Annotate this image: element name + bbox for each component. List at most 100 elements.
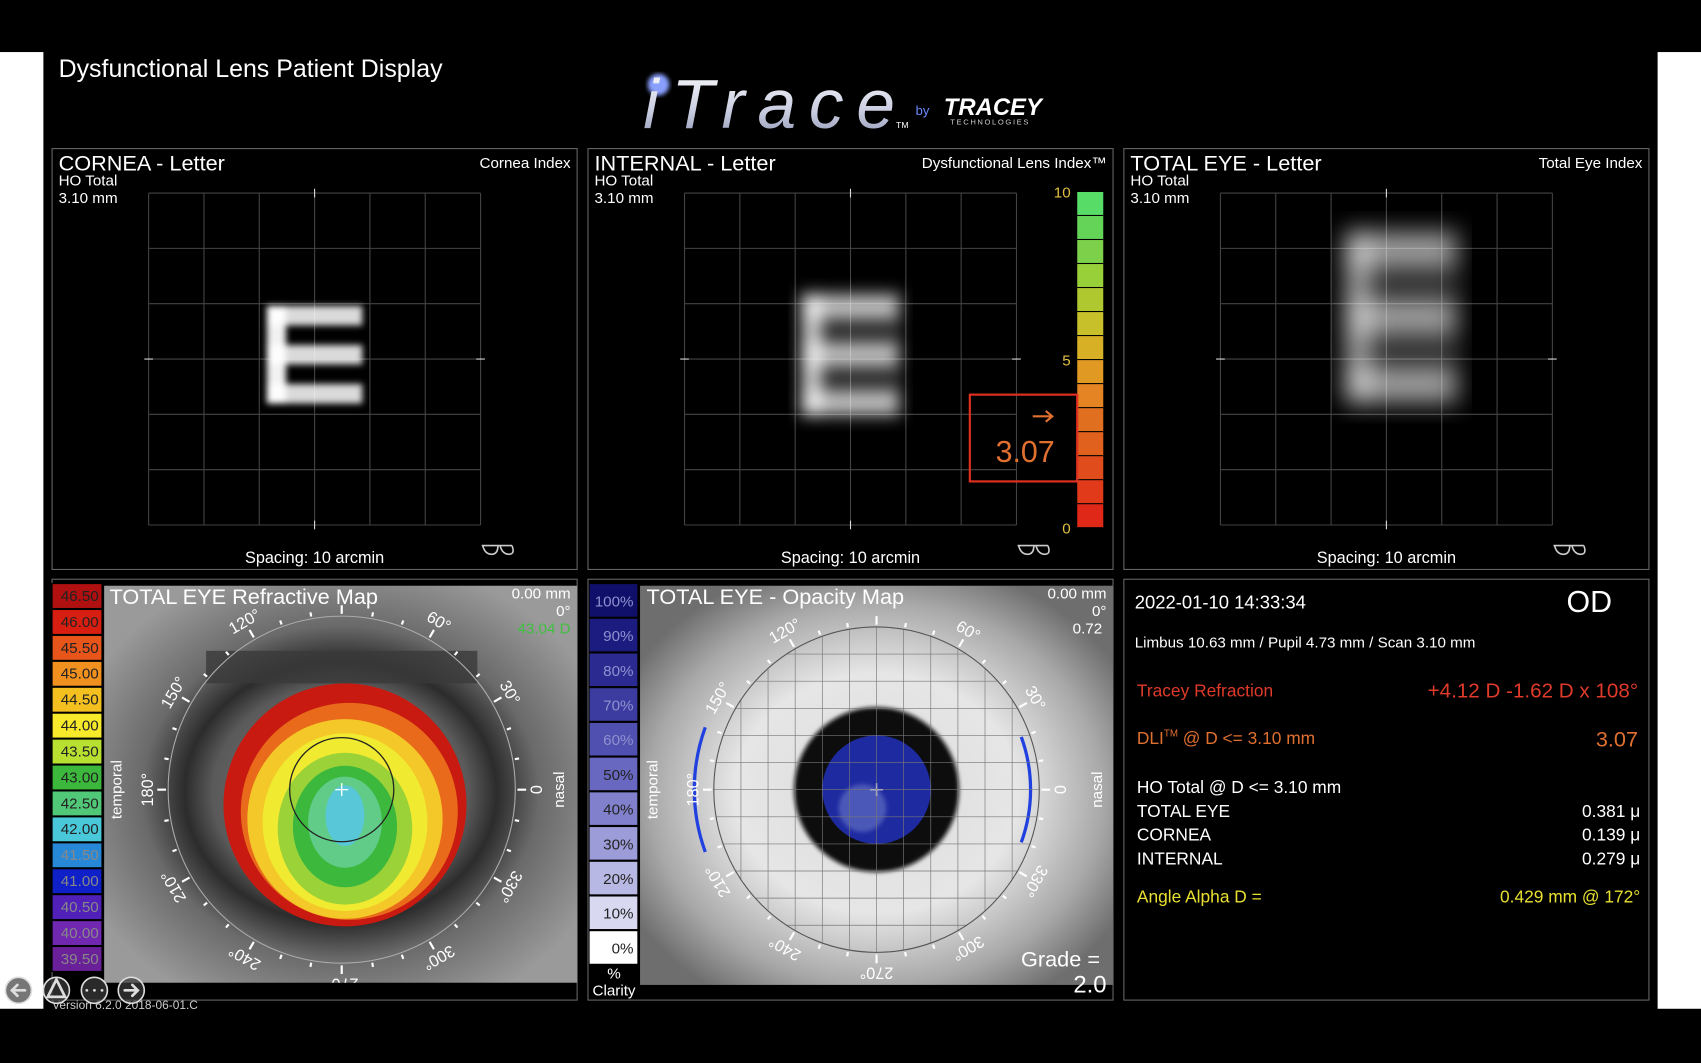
logo: iTrace: [643, 65, 895, 143]
dli-info-value: 3.07: [1596, 726, 1638, 751]
panel-measure: HO Total: [1130, 172, 1189, 189]
panel-size: 3.10 mm: [594, 190, 653, 207]
scale-segment: [1077, 264, 1104, 287]
panel-title: INTERNAL - Letter: [594, 150, 775, 175]
letter-e: [1343, 228, 1461, 406]
dial-tick: [453, 651, 459, 656]
dial-tick: [725, 871, 735, 878]
map-angle: 0°: [556, 603, 571, 620]
dial-tick: [1018, 871, 1028, 878]
map-value: 0.72: [1073, 620, 1103, 637]
dial-tick: [181, 696, 191, 703]
refraction-label: Tracey Refraction: [1137, 680, 1273, 700]
legend-label: 44.50: [61, 692, 99, 709]
legend-swatch: [588, 652, 639, 688]
nav-button[interactable]: [4, 976, 33, 1005]
e-haze: [798, 290, 903, 419]
dial-tick: [493, 696, 502, 703]
dial-tick: [164, 757, 169, 761]
map-offset: 0.00 mm: [512, 586, 571, 603]
scale-segment: [1077, 312, 1104, 336]
e-bar: [266, 344, 363, 365]
legend-label: 42.50: [61, 795, 99, 812]
legend-label: 100%: [595, 593, 634, 610]
scale-segment: [1077, 216, 1104, 239]
dial-tick: [931, 944, 936, 950]
dli-label-main: DLI: [1137, 728, 1164, 748]
nav-button[interactable]: [117, 976, 146, 1005]
legend-swatch: [588, 825, 639, 861]
refractive-zone: [325, 785, 365, 847]
scale-segment: [1077, 336, 1104, 360]
page-title: Dysfunctional Lens Patient Display: [59, 55, 444, 83]
ho-label: INTERNAL: [1137, 849, 1223, 869]
e-haze: [1343, 228, 1461, 406]
legend-swatch: [51, 764, 103, 791]
legend-swatch: [51, 790, 103, 817]
legend-label: 39.50: [61, 951, 99, 968]
legend-label: 43.50: [61, 743, 99, 760]
scale-segment: [1077, 408, 1104, 432]
side-strip: [0, 52, 44, 1009]
legend-label: 44.00: [61, 718, 99, 735]
nav-icon[interactable]: [45, 976, 68, 999]
ho-value: 0.139 μ: [1582, 825, 1640, 845]
scale-segment: [1077, 432, 1104, 456]
dli-label-rest: @ D <= 3.10 mm: [1178, 728, 1315, 748]
dial-tick: [493, 876, 502, 883]
dial-tick: [766, 659, 772, 665]
legend-swatch: [51, 712, 103, 739]
scale-segment: [1077, 240, 1104, 263]
panel-index: Dysfunctional Lens Index™: [922, 155, 1107, 172]
legend-label: 41.00: [61, 873, 99, 890]
legend-swatch: [51, 816, 103, 843]
legend-swatch: [588, 721, 639, 757]
legend-swatch: [588, 687, 639, 722]
dial-tick: [788, 931, 796, 941]
lid-shadow: [206, 650, 478, 684]
legend-label: 10%: [603, 906, 633, 923]
legend-label: 40%: [603, 802, 633, 819]
clarity-label: Clarity: [593, 983, 636, 1000]
dial-tick: [172, 848, 177, 853]
e-bar: [266, 305, 363, 326]
nav-icon[interactable]: [10, 983, 27, 998]
dial-tick: [717, 730, 722, 735]
legend-label: 60%: [603, 732, 633, 749]
scale-segment: [1077, 456, 1104, 480]
ho-header: HO Total @ D <= 3.10 mm: [1137, 777, 1341, 797]
map-offset: 0.00 mm: [1047, 586, 1106, 603]
legend-label: 30%: [603, 836, 633, 853]
dial-tick: [309, 612, 313, 617]
legend-label: 90%: [603, 628, 633, 645]
legend-swatch: [588, 583, 639, 618]
legend-swatch: [51, 920, 103, 947]
dli-label: DLITM @ D <= 3.10 mm: [1137, 728, 1315, 748]
legend-label: 45.00: [61, 666, 99, 683]
scale-segment: [1077, 384, 1104, 408]
nav-icon[interactable]: [123, 983, 140, 998]
dial-tick: [709, 759, 715, 763]
dli-value: 3.07: [996, 436, 1055, 469]
dial-tick: [709, 817, 715, 821]
ho-value: 0.381 μ: [1582, 801, 1640, 821]
nav-button[interactable]: [80, 976, 109, 1005]
limbus-arc: [692, 726, 707, 853]
legend-label: 20%: [603, 871, 633, 888]
dial-tick: [817, 944, 822, 950]
legend-swatch: [51, 868, 103, 895]
nav-button[interactable]: [42, 976, 71, 1005]
legend-label: 46.00: [61, 614, 99, 631]
legend-swatch: [51, 945, 103, 972]
legend-label: 50%: [603, 767, 633, 784]
glasses: [1017, 544, 1050, 556]
clarity-unit: %: [607, 965, 621, 982]
map-angle: 0°: [1092, 603, 1107, 620]
side-label: temporal: [108, 760, 125, 819]
degree-label: 0: [527, 785, 545, 794]
legend-swatch: [51, 686, 103, 713]
dial-tick: [225, 651, 230, 656]
dial-tick: [958, 638, 965, 648]
legend-label: 40.50: [61, 899, 99, 916]
